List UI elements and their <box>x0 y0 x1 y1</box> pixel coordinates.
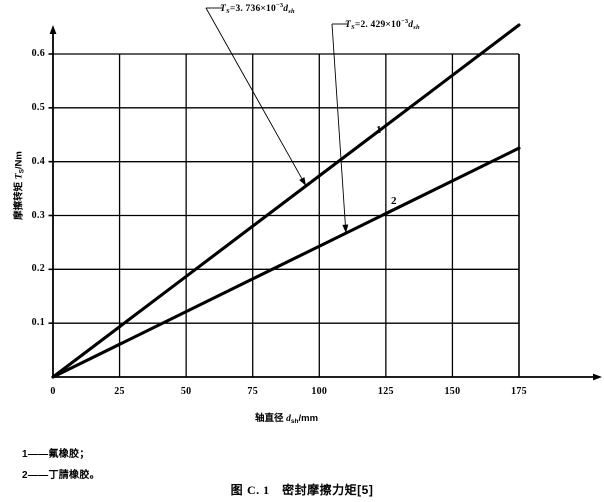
y-tick-label: 0.4 <box>31 155 45 167</box>
x-tick-label: 175 <box>511 386 527 397</box>
legend-entry-2: 2——丁腈橡胶。 <box>22 470 100 481</box>
x-tick-label: 125 <box>377 386 394 397</box>
x-tick-label: 150 <box>444 386 461 397</box>
annotation-equation-series-2: TS=2. 429×10−3dsh <box>345 18 420 31</box>
x-axis-label: 轴直径 dsh/mm <box>255 413 319 425</box>
figure-caption: 图 C. 1 密封摩擦力矩[5] <box>230 483 374 497</box>
chart-axes <box>48 25 602 381</box>
y-tick-label: 0.3 <box>31 209 45 221</box>
x-tick-label: 75 <box>247 386 258 397</box>
x-tick-label: 25 <box>114 386 125 397</box>
legend-entry-1: 1——氟橡胶； <box>22 449 90 460</box>
chart-gridlines <box>53 53 520 377</box>
curve-label-2: 2 <box>391 195 397 207</box>
y-tick-label: 0.6 <box>31 48 45 59</box>
curve-label-1: 1 <box>376 124 382 136</box>
x-tick-label: 100 <box>311 386 328 397</box>
y-axis-label: 摩擦转矩 TS/Nm <box>13 151 26 220</box>
x-tick-label: 50 <box>180 386 192 397</box>
y-tick-label: 0.5 <box>31 101 45 113</box>
annotation-equation-series-1: TS=3. 736×10−3dsh <box>220 2 295 15</box>
y-tick-label: 0.1 <box>31 317 45 329</box>
annotation-leader-lines <box>205 7 349 234</box>
chart-curves <box>51 23 521 379</box>
x-tick-label: 0 <box>50 386 56 397</box>
y-tick-label: 0.2 <box>31 263 45 275</box>
